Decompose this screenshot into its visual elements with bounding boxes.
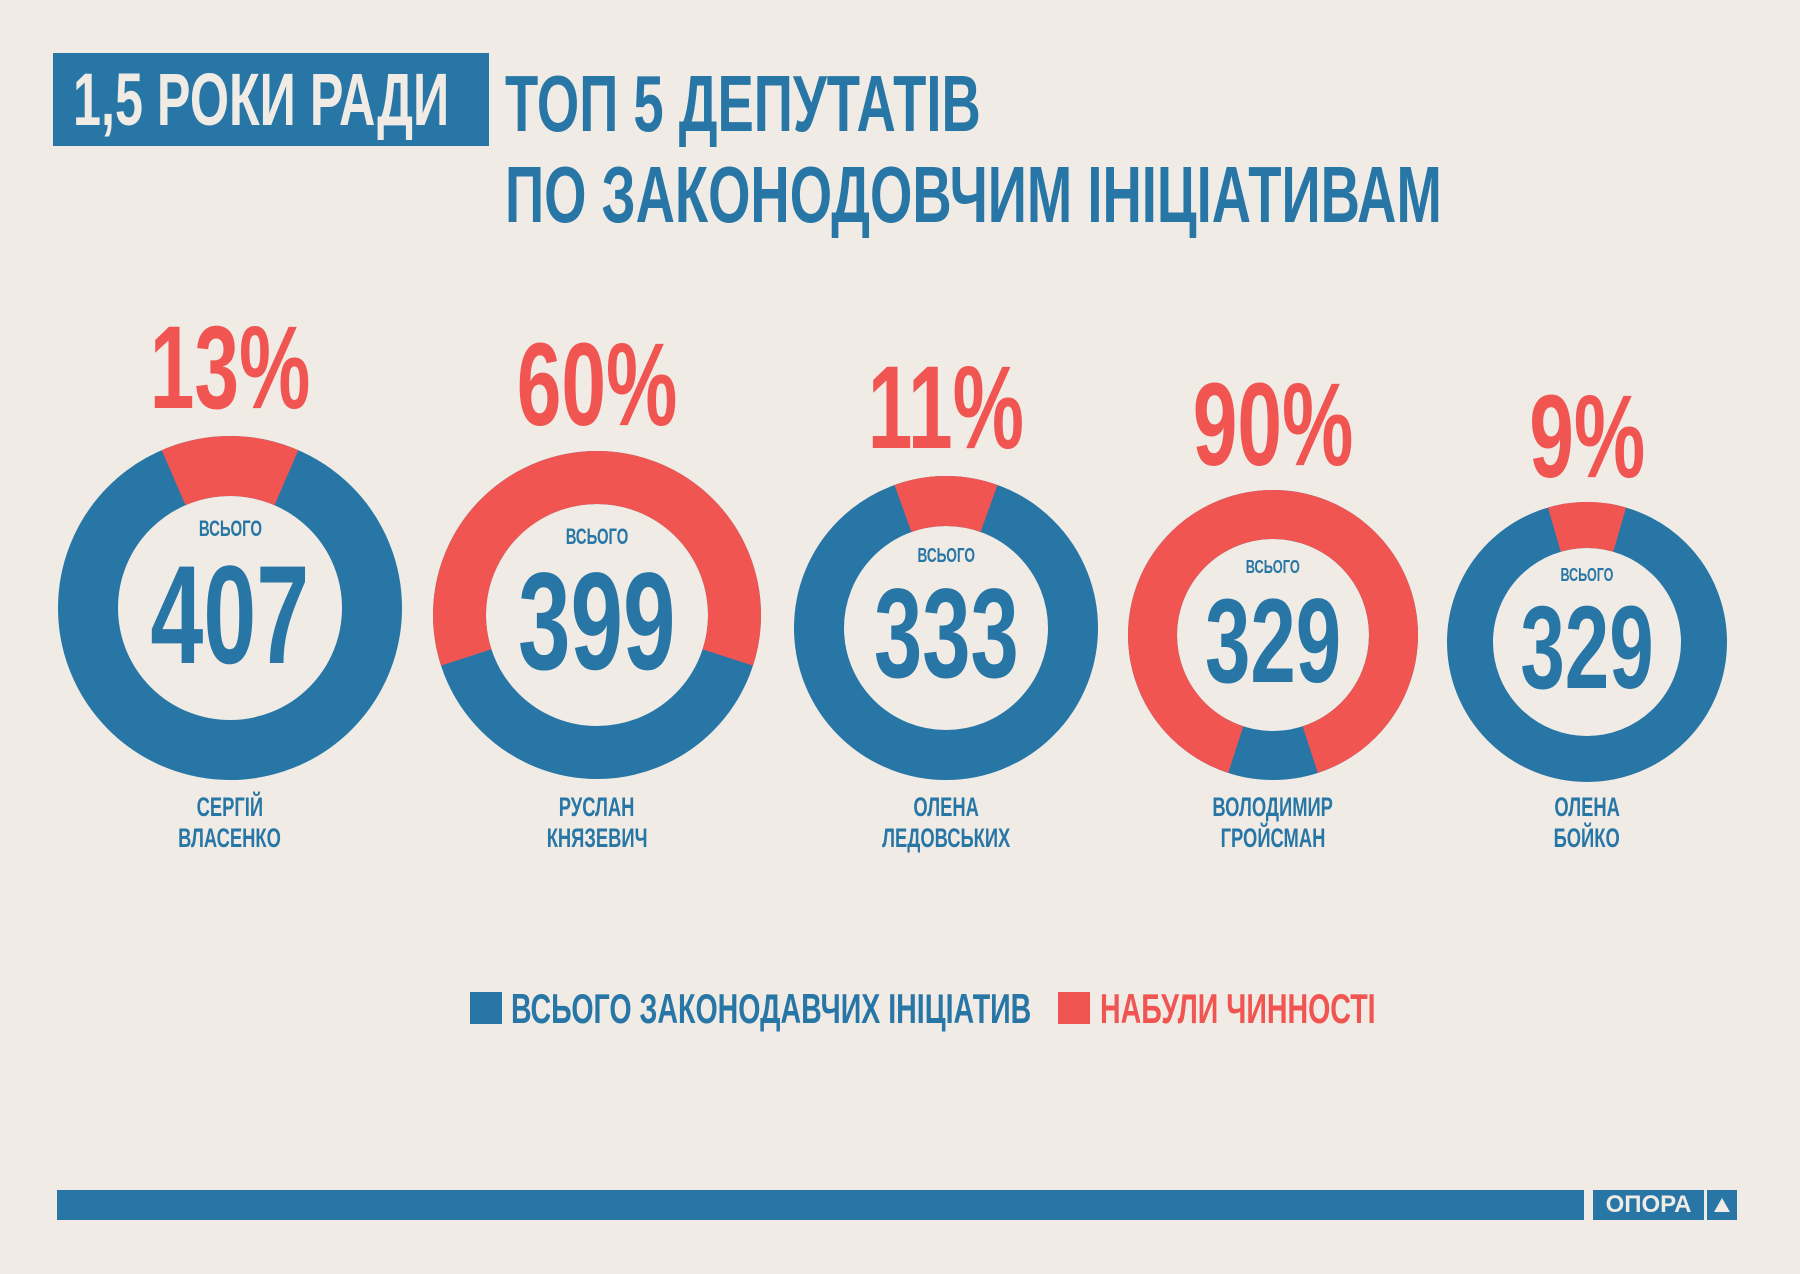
passed-segment [161, 436, 299, 506]
passed-segment [894, 476, 998, 533]
total-value: 399 [518, 543, 676, 699]
donut-3: 11% ВСЬОГО 333 [794, 349, 1098, 780]
donut-5: 9% ВСЬОГО 329 [1447, 378, 1727, 782]
deputy-name: ОЛЕНА ЛЕДОВСЬКИХ [881, 792, 1011, 853]
total-value: 407 [150, 536, 310, 693]
passed-segment [1128, 490, 1418, 773]
donut-4: 90% ВСЬОГО 329 [1128, 366, 1418, 780]
center-label: ВСЬОГО [1245, 555, 1301, 577]
total-value: 329 [1520, 582, 1654, 714]
deputy-name: РУСЛАН КНЯЗЕВИЧ [546, 792, 648, 853]
center-label: ВСЬОГО [565, 523, 629, 549]
badge-text: 1,5 РОКИ РАДИ [73, 58, 450, 141]
deputy-name: ОЛЕНА БОЙКО [1553, 792, 1621, 853]
legend-swatch-total [470, 992, 502, 1024]
donut-1: 13% ВСЬОГО 407 [58, 309, 402, 780]
legend-label-total: ВСЬОГО ЗАКОНОДАВЧИХ ІНІЦІАТИВ [511, 985, 1032, 1032]
donut-2: 60% ВСЬОГО 399 [433, 326, 761, 779]
passed-segment [433, 450, 761, 666]
legend-label-passed: НАБУЛИ ЧИННОСТІ [1100, 985, 1376, 1032]
center-label: ВСЬОГО [917, 545, 975, 568]
footer-bar [57, 1190, 1584, 1220]
passed-percent-label: 60% [516, 319, 678, 451]
deputy-name: ВОЛОДИМИР ГРОЙСМАН [1212, 792, 1334, 853]
deputy-name: СЕРГІЙ ВЛАСЕНКО [178, 792, 282, 853]
passed-segment [1547, 502, 1627, 552]
page-title-line1: ТОП 5 ДЕПУТАТІВ [505, 59, 981, 148]
passed-percent-label: 9% [1529, 371, 1645, 503]
triangle-logo-icon [1707, 1190, 1737, 1220]
total-value: 333 [873, 562, 1019, 705]
center-label: ВСЬОГО [198, 516, 262, 541]
opora-logo: ОПОРА [1593, 1190, 1704, 1220]
page-title-line2: ПО ЗАКОНОДОВЧИМ ІНІЦІАТИВАМ [505, 150, 1442, 239]
total-value: 329 [1204, 574, 1342, 708]
legend-swatch-passed [1058, 992, 1090, 1024]
title-badge: 1,5 РОКИ РАДИ [53, 53, 489, 146]
center-label: ВСЬОГО [1560, 564, 1614, 586]
passed-percent-label: 13% [149, 302, 311, 434]
passed-percent-label: 90% [1192, 359, 1354, 491]
passed-percent-label: 11% [867, 342, 1025, 474]
